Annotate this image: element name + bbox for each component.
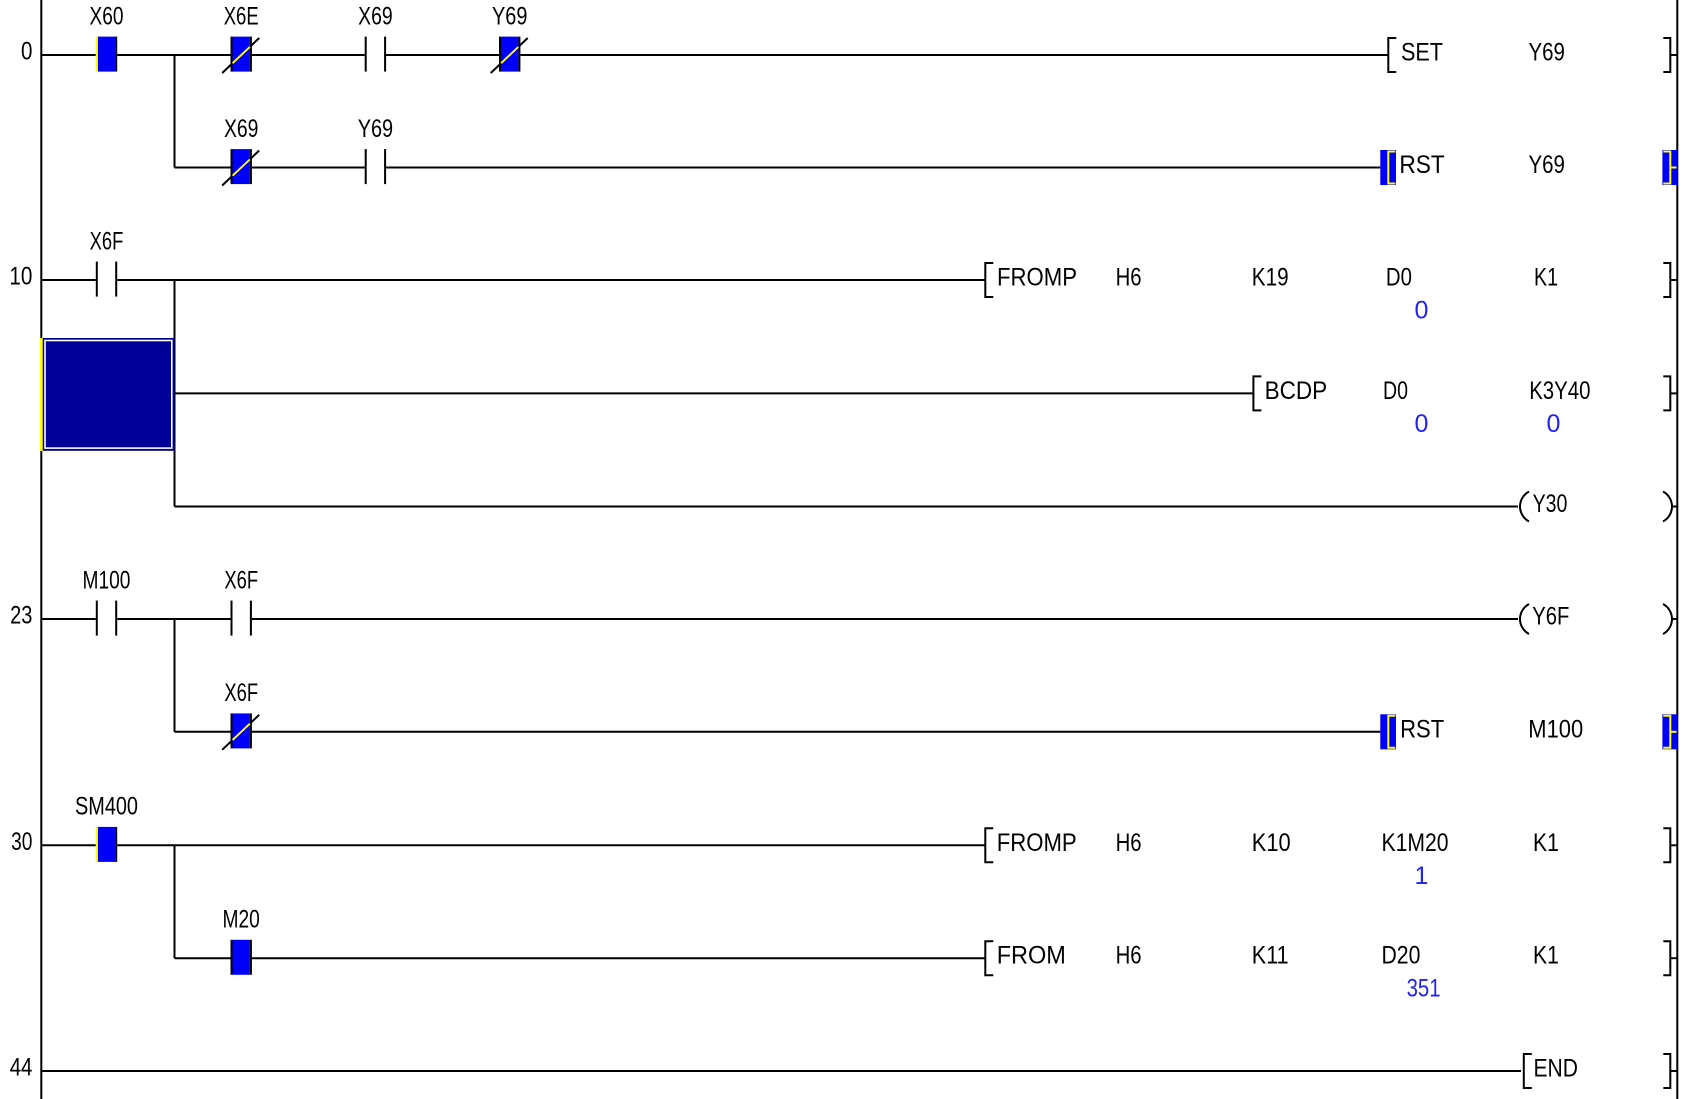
svg-text:Y30: Y30 <box>1533 490 1568 518</box>
svg-text:X69: X69 <box>358 2 393 30</box>
svg-text:K1: K1 <box>1533 829 1559 857</box>
svg-text:SET: SET <box>1401 39 1443 67</box>
svg-text:X6F: X6F <box>224 679 258 707</box>
svg-text:10: 10 <box>9 263 32 291</box>
svg-text:0: 0 <box>1547 410 1561 438</box>
svg-text:X69: X69 <box>224 115 259 143</box>
svg-text:X6E: X6E <box>224 2 259 30</box>
svg-text:FROMP: FROMP <box>997 264 1077 292</box>
svg-text:K11: K11 <box>1252 942 1289 970</box>
svg-text:K19: K19 <box>1252 264 1289 292</box>
svg-text:D0: D0 <box>1386 264 1412 292</box>
svg-text:H6: H6 <box>1116 942 1142 970</box>
svg-text:RST: RST <box>1399 151 1444 179</box>
svg-text:M100: M100 <box>1528 715 1583 743</box>
svg-text:K1M20: K1M20 <box>1382 829 1449 857</box>
svg-text:Y69: Y69 <box>358 115 393 143</box>
svg-text:K1: K1 <box>1533 942 1559 970</box>
svg-text:SM400: SM400 <box>75 793 138 821</box>
svg-text:0: 0 <box>21 38 32 66</box>
svg-text:FROMP: FROMP <box>997 829 1077 857</box>
svg-text:D0: D0 <box>1383 377 1408 405</box>
svg-text:K3Y40: K3Y40 <box>1529 377 1590 405</box>
svg-text:M20: M20 <box>223 906 260 934</box>
svg-text:BCDP: BCDP <box>1265 377 1328 405</box>
svg-text:Y69: Y69 <box>1529 151 1565 179</box>
svg-text:0: 0 <box>1415 297 1429 325</box>
svg-text:X6F: X6F <box>224 566 258 594</box>
svg-text:Y6F: Y6F <box>1532 603 1569 631</box>
svg-text:H6: H6 <box>1116 829 1142 857</box>
svg-text:RST: RST <box>1400 715 1444 743</box>
svg-text:1: 1 <box>1415 862 1429 890</box>
svg-text:X60: X60 <box>90 2 124 30</box>
svg-text:K1: K1 <box>1534 264 1558 292</box>
svg-text:H6: H6 <box>1116 264 1142 292</box>
svg-text:FROM: FROM <box>997 942 1066 970</box>
svg-text:44: 44 <box>10 1054 33 1082</box>
svg-text:M100: M100 <box>83 566 131 594</box>
svg-text:Y69: Y69 <box>492 2 527 30</box>
svg-text:30: 30 <box>11 828 32 856</box>
svg-text:END: END <box>1534 1055 1579 1083</box>
svg-text:X6F: X6F <box>90 227 124 255</box>
svg-text:D20: D20 <box>1382 942 1421 970</box>
svg-text:351: 351 <box>1407 975 1441 1003</box>
svg-text:K10: K10 <box>1252 829 1291 857</box>
svg-text:0: 0 <box>1415 410 1429 438</box>
svg-text:Y69: Y69 <box>1529 39 1565 67</box>
svg-text:23: 23 <box>10 602 32 630</box>
